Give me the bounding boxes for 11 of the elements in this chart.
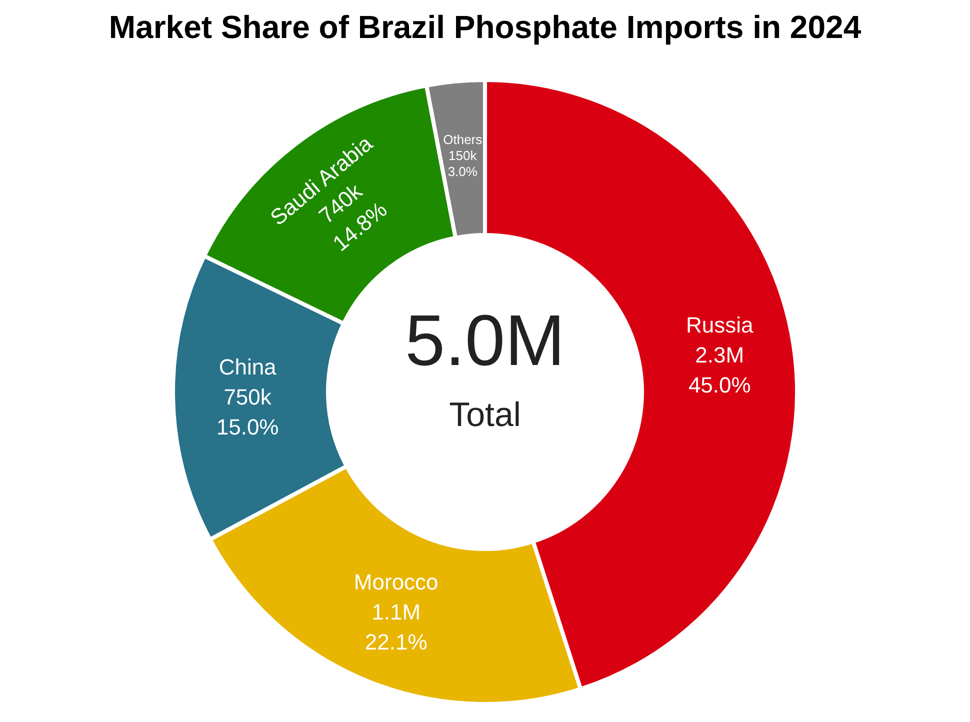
- chart-title: Market Share of Brazil Phosphate Imports in 2024: [108, 9, 862, 45]
- data-label: 2.3M 45.0%: [688, 342, 751, 398]
- text: Total: [449, 396, 521, 434]
- data-label: 750k 15.0%: [216, 384, 279, 440]
- slice-label: Morocco: [354, 570, 438, 595]
- slice-label: Russia: [686, 312, 754, 338]
- data-label: 150k 3.0%: [448, 148, 478, 180]
- slice-label: China: [218, 354, 278, 380]
- data-label: 1.1M 22.1%: [364, 600, 428, 655]
- slice-label: Others: [443, 132, 483, 148]
- text: 5.0M: [404, 301, 566, 381]
